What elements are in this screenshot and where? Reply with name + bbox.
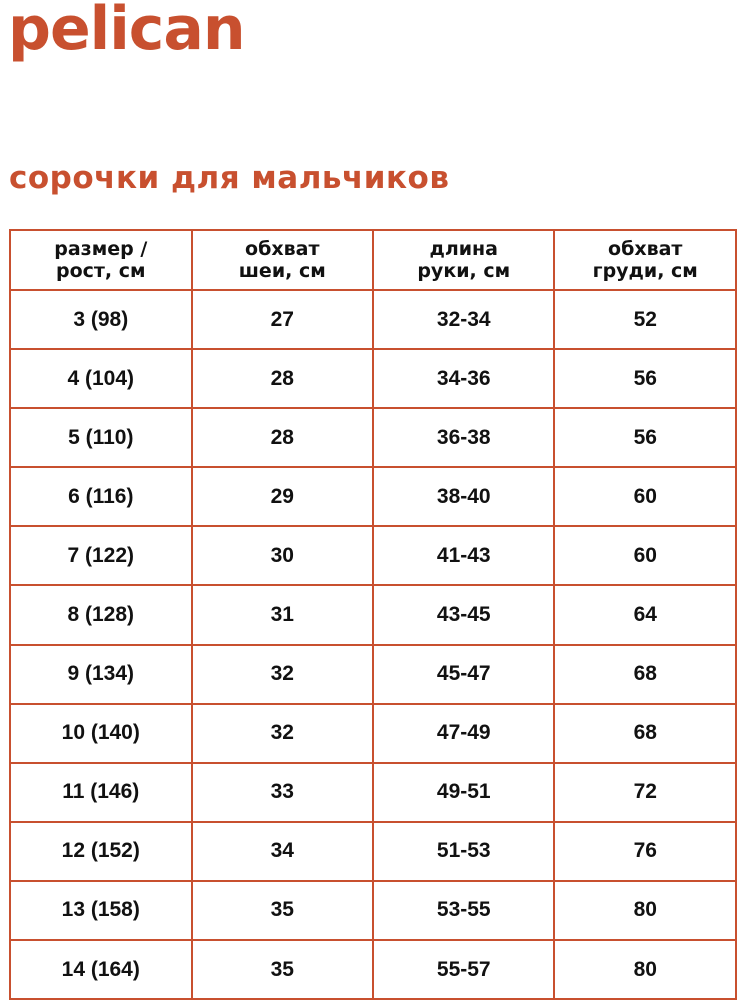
table-cell: 32 [190, 702, 375, 764]
table-cell: 80 [553, 879, 737, 942]
table-cell: 68 [553, 643, 737, 705]
column-header-line: обхват [608, 238, 683, 260]
table-row: 14 (164) 35 55-57 80 [9, 939, 737, 1000]
table-cell: 41-43 [372, 525, 556, 587]
column-header-line: рост, см [55, 260, 146, 282]
table-cell: 31 [190, 584, 375, 646]
table-cell: 5 (110) [9, 407, 193, 469]
table-row: 10 (140) 32 47-49 68 [9, 702, 737, 764]
table-cell: 35 [190, 939, 375, 1000]
table-cell: 49-51 [372, 761, 556, 823]
table-header-row: размер / рост, см обхват шеи, см длина руки, … [9, 229, 737, 291]
table-cell: 68 [553, 702, 737, 764]
table-row: 8 (128) 31 43-45 64 [9, 584, 737, 646]
table-row: 6 (116) 29 38-40 60 [9, 466, 737, 528]
column-header-line: длина [429, 238, 499, 260]
column-header-line: груди, см [592, 260, 698, 282]
table-cell: 34 [190, 820, 375, 882]
table-cell: 35 [190, 879, 375, 942]
table-cell: 45-47 [372, 643, 556, 705]
table-row: 7 (122) 30 41-43 60 [9, 525, 737, 587]
table-cell: 9 (134) [9, 643, 193, 705]
table-cell: 36-38 [372, 407, 556, 469]
table-row: 11 (146) 33 49-51 72 [9, 761, 737, 823]
table-cell: 3 (98) [9, 288, 193, 351]
table-cell: 28 [190, 407, 375, 469]
table-cell: 7 (122) [9, 525, 193, 587]
column-header: обхват шеи, см [190, 229, 375, 291]
table-cell: 80 [553, 939, 737, 1000]
table-row: 3 (98) 27 32-34 52 [9, 288, 737, 351]
column-header-line: размер / [54, 238, 148, 260]
table-cell: 29 [190, 466, 375, 528]
table-row: 4 (104) 28 34-36 56 [9, 348, 737, 410]
table-cell: 38-40 [372, 466, 556, 528]
table-cell: 12 (152) [9, 820, 193, 882]
column-header: обхват груди, см [553, 229, 737, 291]
column-header-line: обхват [245, 238, 320, 260]
table-cell: 72 [553, 761, 737, 823]
table-cell: 47-49 [372, 702, 556, 764]
table-cell: 56 [553, 407, 737, 469]
table-cell: 32 [190, 643, 375, 705]
table-cell: 28 [190, 348, 375, 410]
table-cell: 30 [190, 525, 375, 587]
table-cell: 56 [553, 348, 737, 410]
table-cell: 27 [190, 288, 375, 351]
table-cell: 11 (146) [9, 761, 193, 823]
column-header-line: руки, см [417, 260, 511, 282]
table-cell: 14 (164) [9, 939, 193, 1000]
table-cell: 51-53 [372, 820, 556, 882]
table-cell: 76 [553, 820, 737, 882]
column-header: длина руки, см [372, 229, 556, 291]
table-cell: 43-45 [372, 584, 556, 646]
table-cell: 60 [553, 466, 737, 528]
page-title: сорочки для мальчиков [9, 160, 450, 196]
column-header-line: шеи, см [238, 260, 326, 282]
table-cell: 52 [553, 288, 737, 351]
table-row: 9 (134) 32 45-47 68 [9, 643, 737, 705]
table-cell: 55-57 [372, 939, 556, 1000]
table-row: 13 (158) 35 53-55 80 [9, 879, 737, 942]
table-cell: 33 [190, 761, 375, 823]
table-row: 5 (110) 28 36-38 56 [9, 407, 737, 469]
table-cell: 53-55 [372, 879, 556, 942]
pelican-logo: pelican [8, 0, 246, 64]
size-table: размер / рост, см обхват шеи, см длина руки, … [9, 229, 737, 1000]
table-cell: 32-34 [372, 288, 556, 351]
table-cell: 4 (104) [9, 348, 193, 410]
table-cell: 10 (140) [9, 702, 193, 764]
column-header: размер / рост, см [9, 229, 193, 291]
table-cell: 60 [553, 525, 737, 587]
table-row: 12 (152) 34 51-53 76 [9, 820, 737, 882]
table-cell: 64 [553, 584, 737, 646]
table-cell: 8 (128) [9, 584, 193, 646]
table-cell: 6 (116) [9, 466, 193, 528]
table-cell: 34-36 [372, 348, 556, 410]
table-cell: 13 (158) [9, 879, 193, 942]
